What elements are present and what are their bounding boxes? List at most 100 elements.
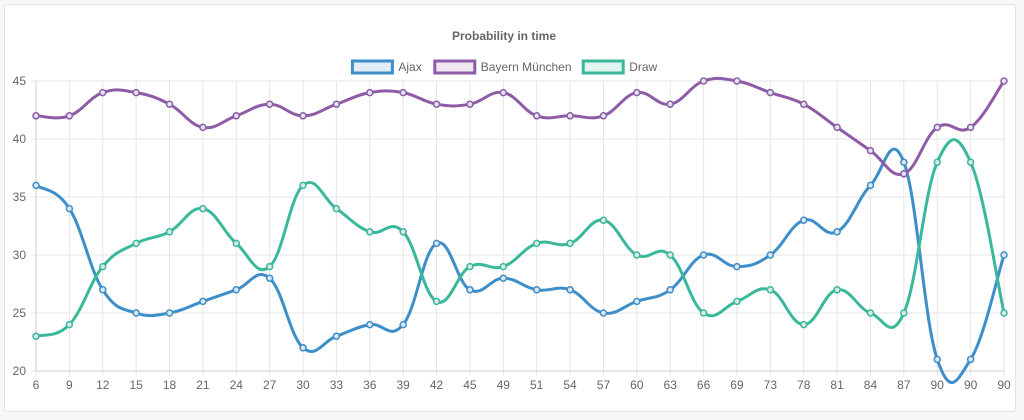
data-point-draw[interactable] xyxy=(532,239,541,248)
data-point-ajax[interactable] xyxy=(532,286,541,294)
data-point-draw[interactable] xyxy=(132,239,140,248)
data-point-ajax[interactable] xyxy=(366,320,374,329)
data-point-ajax[interactable] xyxy=(499,274,508,282)
data-point-bayern-m-nchen[interactable] xyxy=(132,88,140,97)
data-point-draw[interactable] xyxy=(766,286,775,294)
data-point-draw[interactable] xyxy=(733,297,741,306)
data-point-draw[interactable] xyxy=(866,309,875,317)
data-point-draw[interactable] xyxy=(799,320,808,329)
data-point-draw[interactable] xyxy=(366,228,374,236)
series-line-bayern-m-nchen xyxy=(34,76,1006,176)
data-point-ajax[interactable] xyxy=(966,355,975,364)
data-point-ajax[interactable] xyxy=(32,181,40,190)
x-tick-label: 57 xyxy=(597,378,611,392)
data-point-draw[interactable] xyxy=(332,204,341,213)
legend-label[interactable]: Ajax xyxy=(398,60,421,74)
data-point-bayern-m-nchen[interactable] xyxy=(499,88,508,97)
data-point-draw[interactable] xyxy=(199,204,207,213)
data-point-bayern-m-nchen[interactable] xyxy=(933,123,941,132)
data-point-bayern-m-nchen[interactable] xyxy=(32,112,40,120)
data-point-bayern-m-nchen[interactable] xyxy=(699,77,708,85)
data-point-bayern-m-nchen[interactable] xyxy=(1000,77,1008,85)
data-point-bayern-m-nchen[interactable] xyxy=(866,146,875,155)
legend-swatch[interactable] xyxy=(433,59,477,75)
data-point-draw[interactable] xyxy=(966,158,975,166)
data-point-bayern-m-nchen[interactable] xyxy=(799,100,808,108)
data-point-ajax[interactable] xyxy=(833,228,841,236)
data-point-ajax[interactable] xyxy=(900,158,908,166)
data-point-bayern-m-nchen[interactable] xyxy=(733,77,741,85)
data-point-bayern-m-nchen[interactable] xyxy=(299,112,307,120)
data-point-draw[interactable] xyxy=(32,332,40,340)
legend-label[interactable]: Draw xyxy=(629,60,657,74)
data-point-ajax[interactable] xyxy=(733,262,741,271)
data-point-bayern-m-nchen[interactable] xyxy=(833,123,841,132)
data-point-draw[interactable] xyxy=(399,228,407,236)
data-point-draw[interactable] xyxy=(432,297,441,306)
data-point-ajax[interactable] xyxy=(799,216,808,224)
data-point-bayern-m-nchen[interactable] xyxy=(900,170,908,178)
data-point-ajax[interactable] xyxy=(232,286,241,294)
data-point-bayern-m-nchen[interactable] xyxy=(966,123,975,132)
data-point-ajax[interactable] xyxy=(165,309,174,317)
data-point-draw[interactable] xyxy=(933,158,941,166)
data-point-bayern-m-nchen[interactable] xyxy=(165,100,174,108)
data-point-bayern-m-nchen[interactable] xyxy=(599,112,608,120)
data-point-draw[interactable] xyxy=(1000,309,1008,317)
data-point-bayern-m-nchen[interactable] xyxy=(766,88,775,97)
data-point-ajax[interactable] xyxy=(99,286,107,294)
data-point-ajax[interactable] xyxy=(699,251,708,259)
legend-swatch[interactable] xyxy=(350,59,394,75)
data-point-ajax[interactable] xyxy=(466,286,474,294)
data-point-draw[interactable] xyxy=(699,309,708,317)
data-point-ajax[interactable] xyxy=(666,286,674,294)
data-point-ajax[interactable] xyxy=(599,309,608,317)
data-point-ajax[interactable] xyxy=(299,344,307,352)
x-tick-label: 24 xyxy=(230,378,244,392)
data-point-bayern-m-nchen[interactable] xyxy=(532,112,541,120)
data-point-draw[interactable] xyxy=(232,239,241,248)
data-point-draw[interactable] xyxy=(466,262,474,271)
data-point-ajax[interactable] xyxy=(766,251,775,259)
data-point-bayern-m-nchen[interactable] xyxy=(399,88,407,97)
data-point-ajax[interactable] xyxy=(1000,251,1008,259)
y-axis: 20 25 30 35 40 45 xyxy=(13,74,27,378)
data-point-bayern-m-nchen[interactable] xyxy=(65,112,74,120)
data-point-bayern-m-nchen[interactable] xyxy=(265,100,274,108)
data-point-bayern-m-nchen[interactable] xyxy=(332,100,341,108)
data-point-draw[interactable] xyxy=(99,262,107,271)
data-point-draw[interactable] xyxy=(900,309,908,317)
data-point-ajax[interactable] xyxy=(199,297,207,306)
data-point-draw[interactable] xyxy=(566,239,574,248)
data-point-ajax[interactable] xyxy=(399,320,407,329)
data-point-draw[interactable] xyxy=(165,228,174,236)
data-point-ajax[interactable] xyxy=(866,181,875,190)
data-point-ajax[interactable] xyxy=(65,204,74,213)
data-point-ajax[interactable] xyxy=(933,355,941,364)
data-point-draw[interactable] xyxy=(265,262,274,271)
data-point-bayern-m-nchen[interactable] xyxy=(666,100,674,108)
data-point-draw[interactable] xyxy=(499,262,508,271)
data-point-bayern-m-nchen[interactable] xyxy=(366,88,374,97)
data-point-draw[interactable] xyxy=(633,251,641,259)
legend-swatch[interactable] xyxy=(581,59,625,75)
data-point-bayern-m-nchen[interactable] xyxy=(566,112,574,120)
data-point-bayern-m-nchen[interactable] xyxy=(199,123,207,132)
data-point-draw[interactable] xyxy=(65,320,74,329)
data-point-bayern-m-nchen[interactable] xyxy=(99,88,107,97)
data-point-bayern-m-nchen[interactable] xyxy=(432,100,441,108)
legend-label[interactable]: Bayern München xyxy=(481,60,572,74)
data-point-bayern-m-nchen[interactable] xyxy=(633,88,641,97)
data-point-ajax[interactable] xyxy=(566,286,574,294)
data-point-ajax[interactable] xyxy=(265,274,274,282)
data-point-ajax[interactable] xyxy=(132,309,140,317)
data-point-bayern-m-nchen[interactable] xyxy=(232,112,241,120)
data-point-ajax[interactable] xyxy=(432,239,441,248)
data-point-draw[interactable] xyxy=(666,251,674,259)
data-point-draw[interactable] xyxy=(299,181,307,190)
data-point-draw[interactable] xyxy=(833,286,841,294)
data-point-ajax[interactable] xyxy=(633,297,641,306)
data-point-draw[interactable] xyxy=(599,216,608,224)
data-point-bayern-m-nchen[interactable] xyxy=(466,100,474,108)
data-point-ajax[interactable] xyxy=(332,332,341,340)
